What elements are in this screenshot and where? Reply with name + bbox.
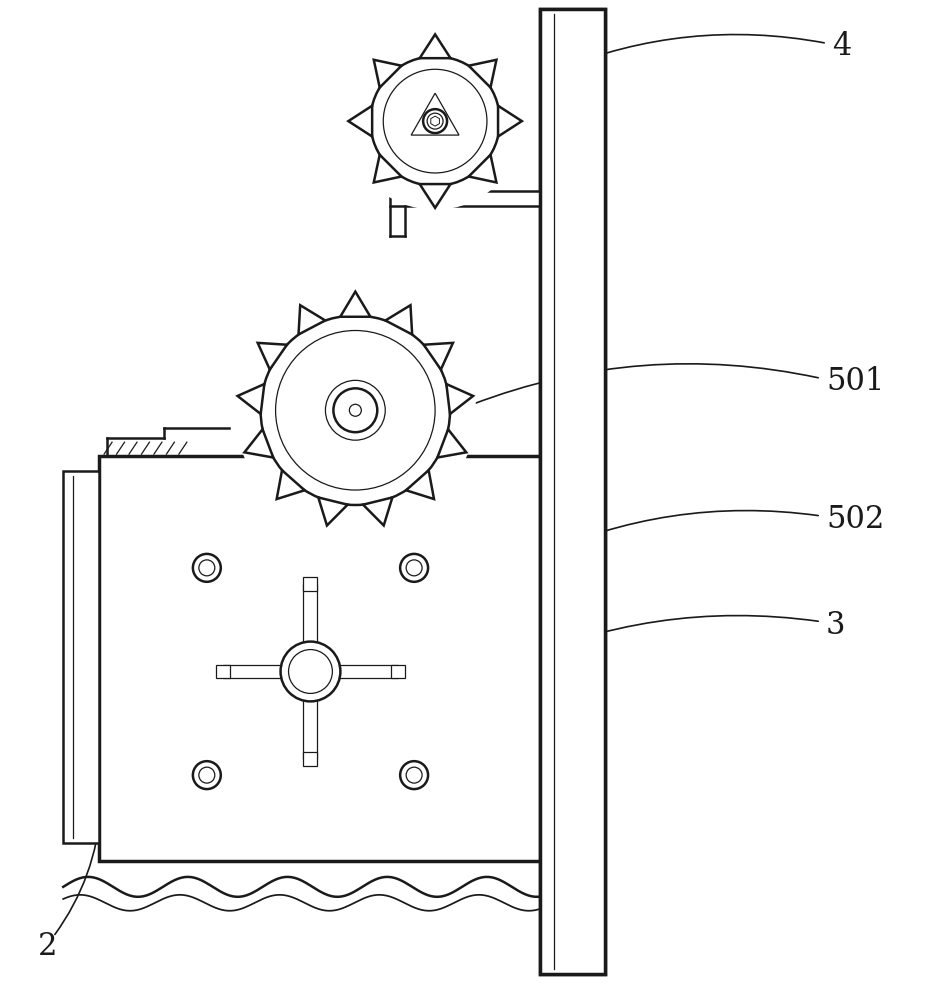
Bar [540, 9, 605, 974]
Polygon shape [498, 106, 522, 137]
Polygon shape [277, 470, 304, 499]
Circle shape [349, 404, 362, 416]
Polygon shape [244, 429, 273, 458]
Circle shape [139, 500, 482, 843]
Circle shape [400, 554, 428, 582]
Polygon shape [420, 34, 451, 58]
Polygon shape [406, 470, 434, 499]
Polygon shape [374, 60, 402, 88]
Polygon shape [446, 384, 473, 414]
Text: 502: 502 [826, 504, 885, 535]
Text: 4: 4 [832, 31, 851, 62]
Polygon shape [438, 429, 467, 458]
Text: 2: 2 [38, 931, 58, 962]
Polygon shape [431, 116, 439, 126]
Polygon shape [363, 497, 393, 525]
Polygon shape [318, 497, 347, 525]
Circle shape [427, 113, 443, 129]
Circle shape [326, 380, 385, 440]
Circle shape [192, 761, 221, 789]
Polygon shape [238, 384, 265, 414]
Circle shape [281, 642, 340, 701]
Polygon shape [257, 343, 287, 370]
Polygon shape [385, 305, 412, 334]
Polygon shape [423, 343, 453, 370]
Bar [392, 665, 406, 678]
Bar [63, 471, 100, 843]
Bar [391, 191, 560, 206]
Polygon shape [411, 93, 459, 135]
Circle shape [370, 56, 500, 186]
Circle shape [346, 32, 524, 210]
Polygon shape [340, 292, 370, 317]
Text: 501: 501 [826, 366, 885, 397]
Polygon shape [374, 155, 402, 182]
Circle shape [423, 109, 447, 133]
Polygon shape [469, 155, 497, 182]
Bar [223, 665, 398, 678]
Polygon shape [469, 60, 497, 88]
Bar [303, 752, 317, 766]
Circle shape [400, 761, 428, 789]
Circle shape [333, 388, 377, 432]
Polygon shape [420, 184, 451, 208]
Bar [540, 9, 605, 974]
Bar [303, 584, 317, 759]
Circle shape [235, 290, 476, 531]
Bar [100, 456, 562, 861]
Circle shape [261, 316, 450, 505]
Polygon shape [348, 106, 372, 137]
Polygon shape [299, 305, 325, 334]
Bar [303, 577, 317, 591]
Circle shape [192, 554, 221, 582]
Bar [216, 665, 230, 678]
Text: 3: 3 [826, 610, 845, 641]
